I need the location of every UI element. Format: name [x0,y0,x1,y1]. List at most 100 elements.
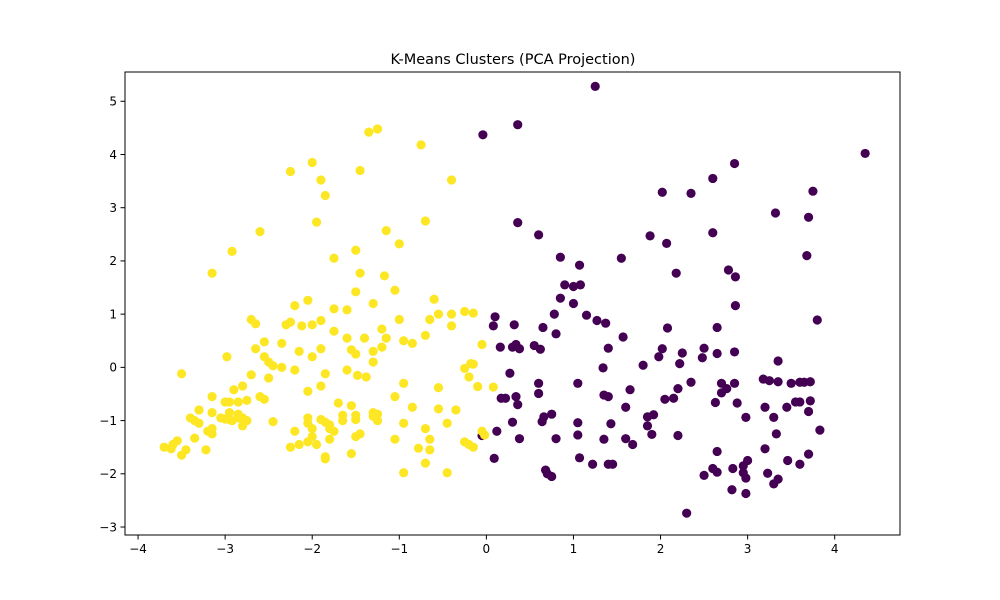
data-point [399,468,409,478]
data-point [682,508,692,518]
data-point [190,433,200,443]
data-point [662,323,673,333]
data-point [316,344,326,354]
data-point [588,459,598,469]
data-point [729,158,740,169]
data-point [803,449,814,459]
data-point [303,386,313,396]
data-point [514,344,525,354]
data-point [294,346,304,356]
data-point [220,397,230,407]
y-tick-label: 4 [109,148,117,162]
data-point [786,378,796,388]
data-point [290,365,300,375]
data-point [368,346,378,356]
data-point [320,369,330,379]
data-point [803,406,814,417]
data-point [377,342,387,352]
data-point [333,398,343,408]
data-point [307,423,317,434]
data-point [352,370,363,380]
data-point [224,414,235,425]
data-point [770,208,781,218]
data-point [259,394,269,404]
data-point [442,418,452,428]
x-axis: −4 −3 −2 −1 0 1 2 3 4 [129,535,839,556]
data-point [712,322,722,333]
x-tick-label: 3 [744,542,752,556]
y-tick-label: −1 [99,414,117,428]
data-point [592,315,602,326]
data-point [647,429,657,440]
data-point [803,212,814,222]
data-point [255,227,265,237]
data-point [207,268,217,278]
data-point [671,268,681,278]
data-point [177,369,187,379]
data-point [618,332,628,342]
data-point [760,444,770,454]
data-point [677,348,687,358]
data-point [355,268,365,278]
data-point [285,166,296,177]
data-point [783,455,793,466]
data-point [795,459,805,469]
data-point [547,471,557,482]
data-point [351,349,361,359]
x-tick-label: 4 [831,542,839,556]
data-point [420,458,431,468]
data-point [729,378,740,388]
data-point [514,434,525,444]
data-point [599,434,609,444]
data-point [712,467,722,477]
data-point [773,356,783,366]
data-point [535,344,545,354]
data-point [513,218,523,228]
data-point [480,430,490,440]
data-point [662,238,672,248]
data-point [741,488,751,499]
data-point [673,430,683,441]
data-point [320,190,330,201]
data-point [603,343,613,353]
y-tick-label: 1 [109,307,117,321]
data-point [509,320,519,330]
data-point [771,429,781,439]
y-tick-label: −3 [99,520,117,534]
data-point [625,385,635,395]
data-point [575,280,586,290]
data-point [329,253,339,263]
data-point [675,359,685,369]
data-point [207,408,217,418]
data-point [442,468,452,478]
data-point [645,231,655,241]
data-point [159,442,169,452]
data-point [233,397,243,407]
data-point [390,434,400,444]
data-point [237,381,248,391]
data-point [425,434,435,444]
data-point [555,293,565,303]
data-point [166,444,176,454]
data-point [285,442,296,452]
data-point [394,239,404,249]
data-point [446,309,457,319]
data-point [815,425,825,435]
data-point [712,446,722,457]
data-point [259,337,269,347]
data-point [549,309,559,319]
data-point [616,253,626,263]
data-point [268,417,278,427]
data-point [473,381,483,392]
data-point [769,412,779,422]
data-point [511,392,521,402]
data-point [568,298,579,309]
data-point [307,320,317,330]
data-point [381,225,391,236]
data-point [351,287,361,297]
data-point [433,382,444,393]
data-point [489,453,499,463]
data-point [290,301,300,311]
chart-title: K-Means Clusters (PCA Projection) [391,52,636,68]
